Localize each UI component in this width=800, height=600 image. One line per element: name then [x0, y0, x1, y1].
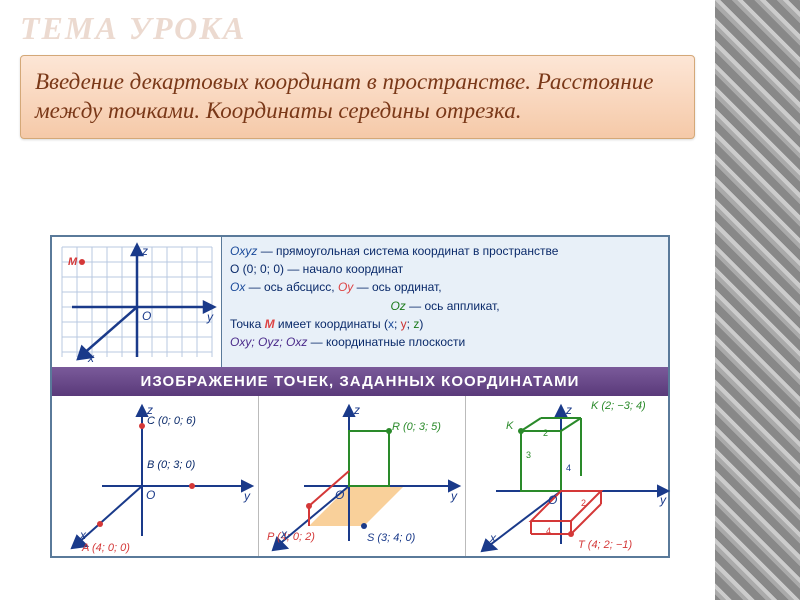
svg-text:z: z — [565, 403, 572, 417]
point-t: T (4; 2; −1) — [578, 539, 632, 551]
panel-1-svg: C (0; 0; 6) B (0; 3; 0) A (4; 0; 0) O z … — [52, 396, 258, 556]
point-s: S (3; 4; 0) — [367, 532, 416, 544]
svg-text:x: x — [79, 528, 87, 542]
svg-text:4: 4 — [546, 526, 551, 536]
svg-text:3: 3 — [526, 450, 531, 460]
point-a: A (4; 0; 0) — [81, 542, 130, 554]
svg-text:y: y — [659, 493, 667, 507]
definitions-panel: Oxyz — прямоугольная система координат в… — [222, 237, 668, 367]
def-planes: Oxy; Oyz; Oxz — координатные плоскости — [230, 334, 660, 350]
point-k: K (2; −3; 4) — [591, 400, 646, 412]
slide: ТЕМА УРОКА Введение декартовых координат… — [0, 0, 715, 600]
coord-grid-panel: M O y z x — [52, 237, 222, 367]
subtitle-box: Введение декартовых координат в простран… — [20, 55, 695, 139]
svg-text:K: K — [506, 420, 514, 432]
point-b: B (0; 3; 0) — [147, 459, 196, 471]
svg-text:x: x — [280, 527, 288, 541]
panel-3: K 2 3 4 2 4 K (2; — [466, 396, 672, 556]
svg-text:2: 2 — [543, 428, 548, 438]
point-p: P (4; 0; 2) — [267, 531, 315, 543]
point-r: R (0; 3; 5) — [392, 421, 441, 433]
panel-1: C (0; 0; 6) B (0; 3; 0) A (4; 0; 0) O z … — [52, 396, 259, 556]
def-axes: Ox — ось абсцисс, Oy — ось ординат, — [230, 279, 660, 295]
panel-2: R (0; 3; 5) P (4; 0; 2) S (3; 4; 0) O z … — [259, 396, 466, 556]
ref-top: M O y z x Oxyz — прямоугольная система к… — [52, 237, 668, 367]
svg-text:x: x — [489, 531, 497, 545]
svg-text:y: y — [243, 489, 251, 503]
banner: ИЗОБРАЖЕНИЕ ТОЧЕК, ЗАДАННЫХ КООРДИНАТАМИ — [52, 367, 668, 396]
x-axis-label: x — [87, 351, 95, 365]
svg-text:y: y — [450, 489, 458, 503]
decor-sidebar — [715, 0, 800, 600]
y-axis-label: y — [206, 310, 214, 324]
z-axis-label: z — [141, 244, 148, 258]
svg-text:z: z — [146, 403, 153, 417]
point-m-label: M — [68, 256, 78, 268]
svg-text:O: O — [548, 493, 557, 507]
def-origin: О (0; 0; 0) — начало координат — [230, 261, 660, 277]
reference-card: M O y z x Oxyz — прямоугольная система к… — [50, 235, 670, 558]
point-c: C (0; 0; 6) — [147, 415, 196, 427]
svg-text:4: 4 — [566, 463, 571, 473]
origin-label: O — [142, 309, 151, 323]
svg-text:O: O — [335, 488, 344, 502]
ref-bottom: C (0; 0; 6) B (0; 3; 0) A (4; 0; 0) O z … — [52, 396, 668, 556]
svg-text:2: 2 — [581, 498, 586, 508]
def-point-m: Точка M имеет координаты (x; y; z) — [230, 316, 660, 332]
coord-grid-svg: M O y z x — [52, 237, 222, 367]
svg-text:z: z — [353, 403, 360, 417]
panel-2-svg: R (0; 3; 5) P (4; 0; 2) S (3; 4; 0) O z … — [259, 396, 465, 556]
def-system: Oxyz — прямоугольная система координат в… — [230, 243, 660, 259]
svg-text:O: O — [146, 488, 155, 502]
def-oz: Oz — ось аппликат, — [230, 298, 660, 314]
panel-3-svg: K 2 3 4 2 4 K (2; — [466, 396, 672, 556]
lesson-title: ТЕМА УРОКА — [20, 10, 695, 47]
